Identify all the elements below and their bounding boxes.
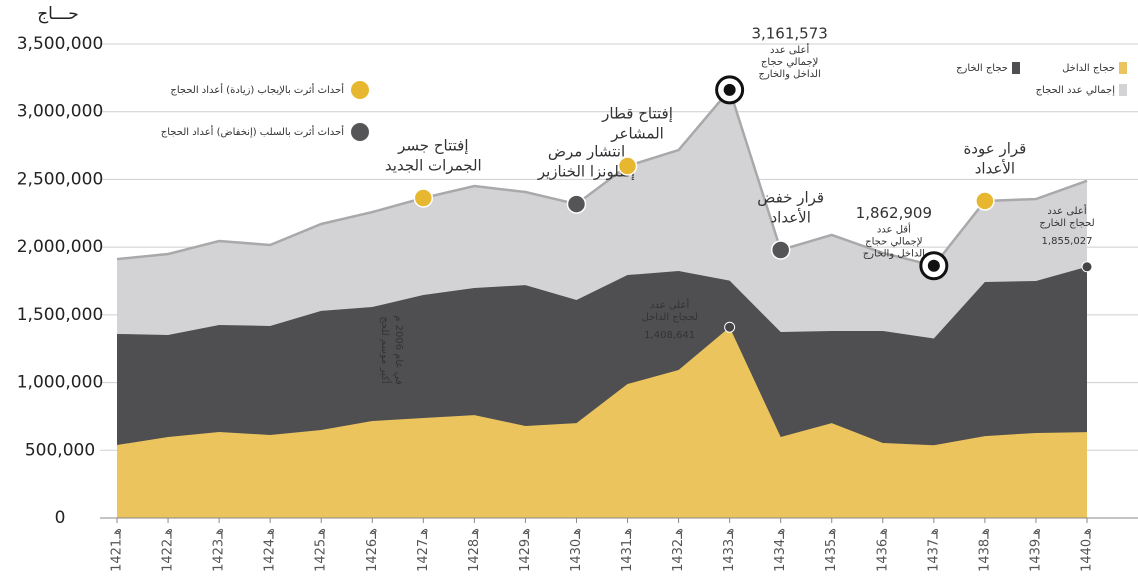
legend-swatch xyxy=(351,81,369,99)
x-tick-label: 1430هـ xyxy=(569,528,584,572)
x-tick-label: 1433هـ xyxy=(722,528,737,572)
dot-marker xyxy=(724,321,736,333)
annotation: أعلى عدد xyxy=(770,43,809,56)
x-tick-label: 1435هـ xyxy=(824,528,839,572)
y-tick-label: 0 xyxy=(55,508,66,528)
x-tick-label: 1431هـ xyxy=(620,528,635,572)
x-tick-label: 1440هـ xyxy=(1080,528,1095,572)
x-tick-label: 1437هـ xyxy=(926,528,941,572)
event-label: إفتتاح جسر xyxy=(397,136,468,154)
legend-label: أحداث أثرت بالسلب (إنخفاض) أعداد الحجاج xyxy=(161,125,344,138)
annotation: أقل عدد xyxy=(877,223,911,236)
event-label: الجمرات الجديد xyxy=(385,156,482,174)
annotation: لإجمالي حجاج xyxy=(865,237,922,248)
x-tick-label: 1439هـ xyxy=(1028,528,1043,572)
annotation: الداخل والخارج xyxy=(759,69,821,80)
annotation: أعلى عدد xyxy=(650,298,689,311)
event-marker xyxy=(770,240,791,260)
x-tick-label: 1434هـ xyxy=(773,528,788,572)
annotation: أعلى عدد xyxy=(1047,204,1086,217)
x-tick-label: 1426هـ xyxy=(365,528,380,572)
annotation: أكبر موسم للحج xyxy=(379,316,392,383)
x-tick-label: 1432هـ xyxy=(671,528,686,572)
y-axis-label: حـــاج xyxy=(37,4,79,24)
annotation: في عام 2006 م xyxy=(393,315,404,385)
event-label: انتشار مرض xyxy=(548,143,625,161)
annotation: لحجاج الخارج xyxy=(1039,218,1094,229)
event-label: الأعداد xyxy=(770,207,810,226)
x-tick-label: 1423هـ xyxy=(212,528,227,572)
annotation: الداخل والخارج xyxy=(863,249,925,260)
y-tick-label: 1,500,000 xyxy=(17,305,104,325)
target-marker-core xyxy=(927,259,940,272)
x-tick-label: 1427هـ xyxy=(416,528,431,572)
x-tick-label: 1429هـ xyxy=(518,528,533,572)
event-marker xyxy=(617,156,638,176)
y-tick-label: 3,500,000 xyxy=(17,34,104,54)
y-tick-label: 1,000,000 xyxy=(17,373,104,393)
y-tick-label: 2,000,000 xyxy=(17,237,104,257)
legend-swatch xyxy=(1012,62,1020,74)
x-tick-label: 1421هـ xyxy=(110,528,125,572)
event-marker xyxy=(566,194,587,214)
legend-label: إجمالي عدد الحجاج xyxy=(1036,85,1116,96)
target-marker-core xyxy=(723,83,736,96)
y-tick-label: 2,500,000 xyxy=(17,169,104,189)
x-tick-label: 1436هـ xyxy=(875,528,890,572)
value-label: 3,161,573 xyxy=(751,24,827,42)
x-tick-label: 1425هـ xyxy=(314,528,329,572)
legend-swatch xyxy=(351,123,369,141)
x-tick-label: 1424هـ xyxy=(263,528,278,572)
legend-swatch xyxy=(1119,84,1127,96)
x-tick-label: 1438هـ xyxy=(977,528,992,572)
annotation: لإجمالي حجاج xyxy=(761,57,818,68)
event-marker xyxy=(413,188,434,208)
value-label: 1,855,027 xyxy=(1042,236,1093,247)
legend-label: حجاج الخارج xyxy=(956,63,1008,74)
event-label: إفتتاح قطار xyxy=(601,105,673,123)
legend-label: أحداث أثرت بالإيجاب (زيادة) أعداد الحجاج xyxy=(170,83,344,96)
event-label: قرار عودة xyxy=(963,139,1026,157)
x-tick-label: 1422هـ xyxy=(161,528,176,572)
event-label: المشاعر xyxy=(610,125,664,143)
dot-marker xyxy=(1081,261,1093,273)
annotation: لحجاج الداخل xyxy=(642,312,698,323)
event-label: إنفلونزا الخنازير xyxy=(537,163,635,181)
area xyxy=(117,327,1087,518)
event-label: قرار خفض xyxy=(757,188,824,206)
value-label: 1,408,641 xyxy=(644,330,695,341)
x-tick-label: 1428هـ xyxy=(467,528,482,572)
legend-swatch xyxy=(1119,62,1127,74)
y-tick-label: 3,000,000 xyxy=(17,102,104,122)
y-tick-label: 500,000 xyxy=(25,440,95,460)
legend-label: حجاج الداخل xyxy=(1062,63,1115,74)
event-label: الأعداد xyxy=(975,158,1015,177)
event-marker xyxy=(975,191,995,211)
value-label: 1,862,909 xyxy=(856,204,932,222)
